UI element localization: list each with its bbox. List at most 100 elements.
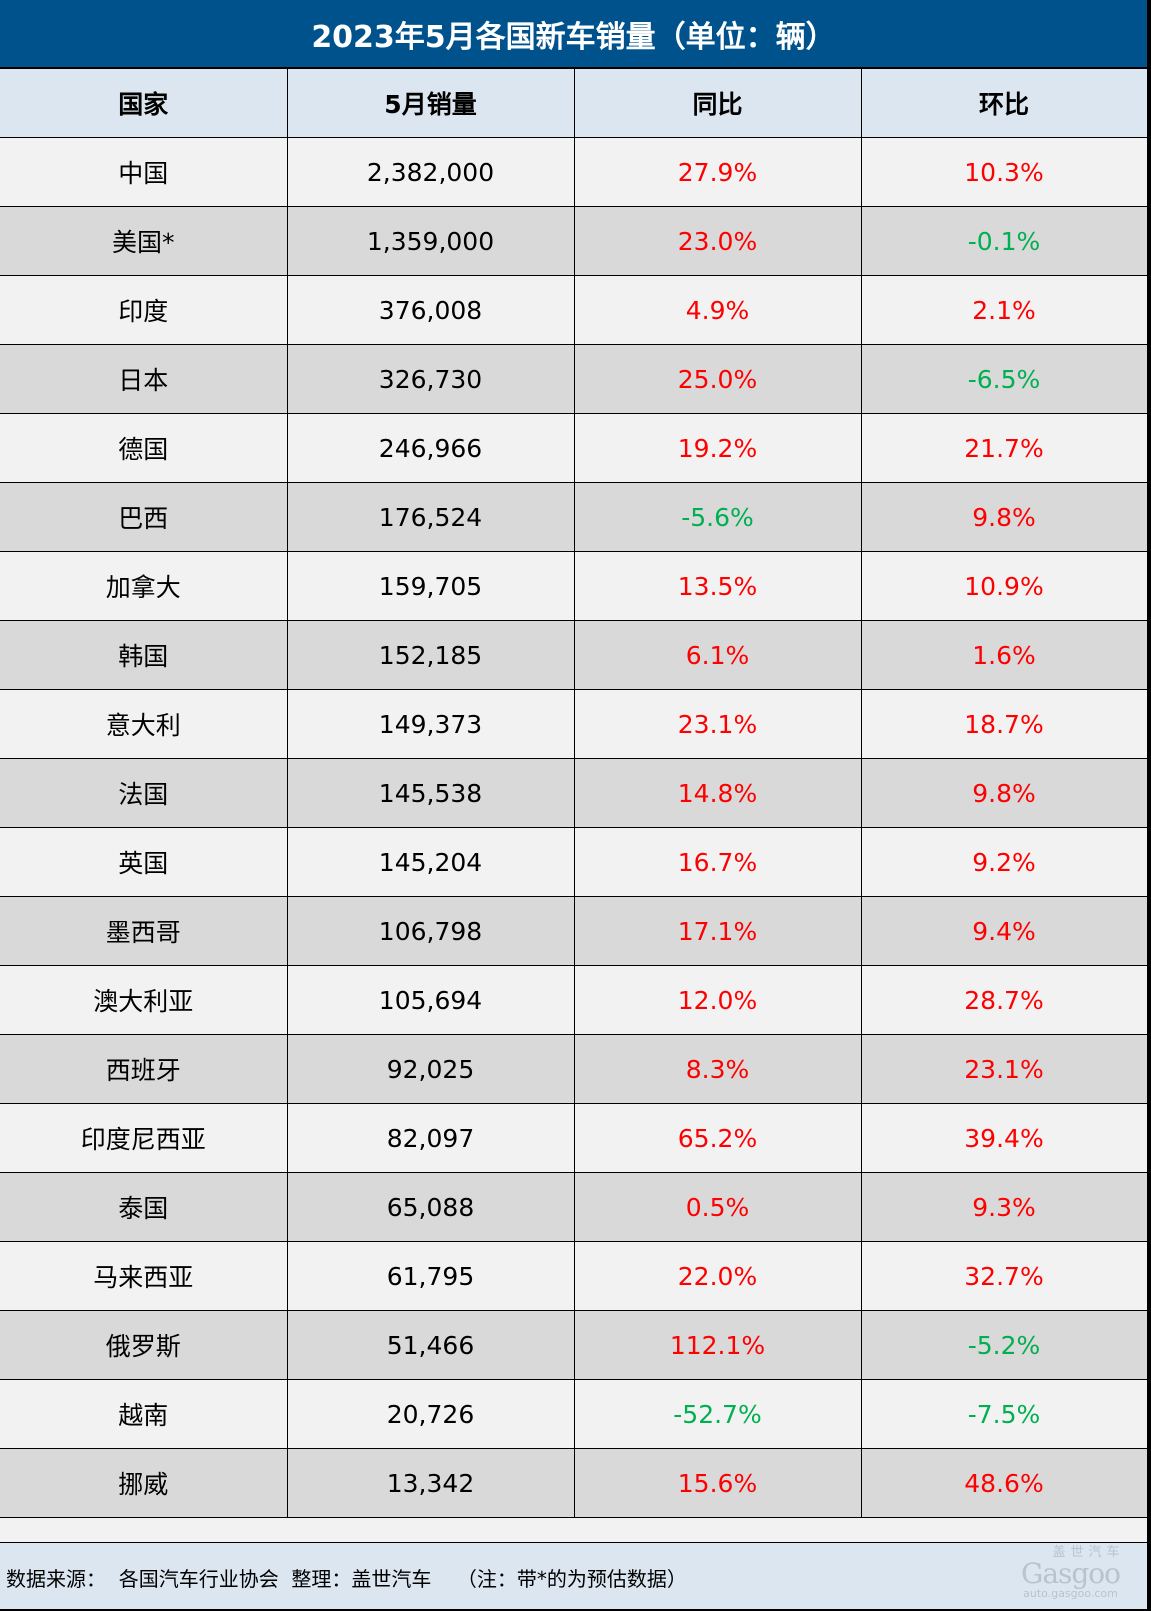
table-row: 美国* 1,359,000 23.0% -0.1% [0,206,1148,276]
sales-cell: 20,726 [286,1379,575,1449]
sales-cell: 145,204 [286,827,575,897]
yoy-cell: 19.2% [573,413,862,483]
mom-cell: -0.1% [860,206,1148,276]
table-row: 法国 145,538 14.8% 9.8% [0,758,1148,828]
table-row: 意大利 149,373 23.1% 18.7% [0,689,1148,759]
yoy-cell: 8.3% [573,1034,862,1104]
country-cell: 西班牙 [0,1034,288,1104]
mom-cell: 32.7% [860,1241,1148,1311]
country-cell: 印度 [0,275,288,345]
yoy-cell: 27.9% [573,137,862,207]
mom-cell: 23.1% [860,1034,1148,1104]
table-row: 韩国 152,185 6.1% 1.6% [0,620,1148,690]
mom-cell: 9.2% [860,827,1148,897]
mom-cell: -6.5% [860,344,1148,414]
mom-cell: 9.4% [860,896,1148,966]
sales-cell: 246,966 [286,413,575,483]
logo-url-text: auto.gasgoo.com [1023,1587,1118,1600]
table-row: 泰国 65,088 0.5% 9.3% [0,1172,1148,1242]
yoy-cell: 23.0% [573,206,862,276]
table-row: 挪威 13,342 15.6% 48.6% [0,1448,1148,1518]
table-row: 日本 326,730 25.0% -6.5% [0,344,1148,414]
country-cell: 韩国 [0,620,288,690]
mom-cell: 28.7% [860,965,1148,1035]
country-cell: 马来西亚 [0,1241,288,1311]
yoy-cell: 65.2% [573,1103,862,1173]
sales-cell: 326,730 [286,344,575,414]
mom-cell: 1.6% [860,620,1148,690]
table-row: 德国 246,966 19.2% 21.7% [0,413,1148,483]
country-cell: 巴西 [0,482,288,552]
yoy-cell: 4.9% [573,275,862,345]
table-row: 西班牙 92,025 8.3% 23.1% [0,1034,1148,1104]
logo-cn-text: 盖世汽车 [1052,1545,1125,1560]
country-cell: 印度尼西亚 [0,1103,288,1173]
mom-cell: -7.5% [860,1379,1148,1449]
sales-cell: 159,705 [286,551,575,621]
table-row: 巴西 176,524 -5.6% 9.8% [0,482,1148,552]
mom-cell: 9.8% [860,482,1148,552]
sales-cell: 51,466 [286,1310,575,1380]
header-mom: 环比 [860,69,1148,138]
sales-cell: 106,798 [286,896,575,966]
source-note: 数据来源： 各国汽车行业协会 整理：盖世汽车 （注：带*的为预估数据） [6,1567,687,1591]
country-cell: 挪威 [0,1448,288,1518]
table-row: 印度 376,008 4.9% 2.1% [0,275,1148,345]
table-row: 马来西亚 61,795 22.0% 32.7% [0,1241,1148,1311]
table-row: 俄罗斯 51,466 112.1% -5.2% [0,1310,1148,1380]
mom-cell: 39.4% [860,1103,1148,1173]
country-cell: 德国 [0,413,288,483]
yoy-cell: 15.6% [573,1448,862,1518]
table-row: 英国 145,204 16.7% 9.2% [0,827,1148,897]
logo-en-text: Gasgoo [1020,1557,1121,1590]
country-cell: 俄罗斯 [0,1310,288,1380]
mom-cell: 2.1% [860,275,1148,345]
mom-cell: 9.3% [860,1172,1148,1242]
sales-cell: 176,524 [286,482,575,552]
footer: 数据来源： 各国汽车行业协会 整理：盖世汽车 （注：带*的为预估数据） 盖世汽车… [0,1542,1147,1609]
mom-cell: 48.6% [860,1448,1148,1518]
yoy-cell: -52.7% [573,1379,862,1449]
sales-cell: 65,088 [286,1172,575,1242]
table-row: 加拿大 159,705 13.5% 10.9% [0,551,1148,621]
sales-cell: 376,008 [286,275,575,345]
mom-cell: 10.9% [860,551,1148,621]
country-cell: 越南 [0,1379,288,1449]
table-title: 2023年5月各国新车销量（单位：辆） [0,0,1147,69]
country-cell: 墨西哥 [0,896,288,966]
yoy-cell: 12.0% [573,965,862,1035]
country-cell: 泰国 [0,1172,288,1242]
sales-cell: 2,382,000 [286,137,575,207]
yoy-cell: -5.6% [573,482,862,552]
yoy-cell: 23.1% [573,689,862,759]
yoy-cell: 6.1% [573,620,862,690]
mom-cell: 21.7% [860,413,1148,483]
table-row: 印度尼西亚 82,097 65.2% 39.4% [0,1103,1148,1173]
gasgoo-logo: 盖世汽车 Gasgoo auto.gasgoo.com [1008,1545,1133,1607]
yoy-cell: 25.0% [573,344,862,414]
mom-cell: -5.2% [860,1310,1148,1380]
table-row: 澳大利亚 105,694 12.0% 28.7% [0,965,1148,1035]
yoy-cell: 16.7% [573,827,862,897]
country-cell: 中国 [0,137,288,207]
sales-cell: 13,342 [286,1448,575,1518]
sales-cell: 92,025 [286,1034,575,1104]
country-cell: 加拿大 [0,551,288,621]
yoy-cell: 112.1% [573,1310,862,1380]
yoy-cell: 13.5% [573,551,862,621]
sales-cell: 145,538 [286,758,575,828]
sales-table: 国家 5月销量 同比 环比 中国 2,382,000 27.9% 10.3% 美国* 1,… [0,69,1148,1518]
sales-cell: 105,694 [286,965,575,1035]
country-cell: 美国* [0,206,288,276]
yoy-cell: 14.8% [573,758,862,828]
yoy-cell: 17.1% [573,896,862,966]
sales-cell: 1,359,000 [286,206,575,276]
mom-cell: 18.7% [860,689,1148,759]
table-row: 墨西哥 106,798 17.1% 9.4% [0,896,1148,966]
country-cell: 意大利 [0,689,288,759]
country-cell: 日本 [0,344,288,414]
yoy-cell: 0.5% [573,1172,862,1242]
mom-cell: 9.8% [860,758,1148,828]
table-row: 中国 2,382,000 27.9% 10.3% [0,137,1148,207]
